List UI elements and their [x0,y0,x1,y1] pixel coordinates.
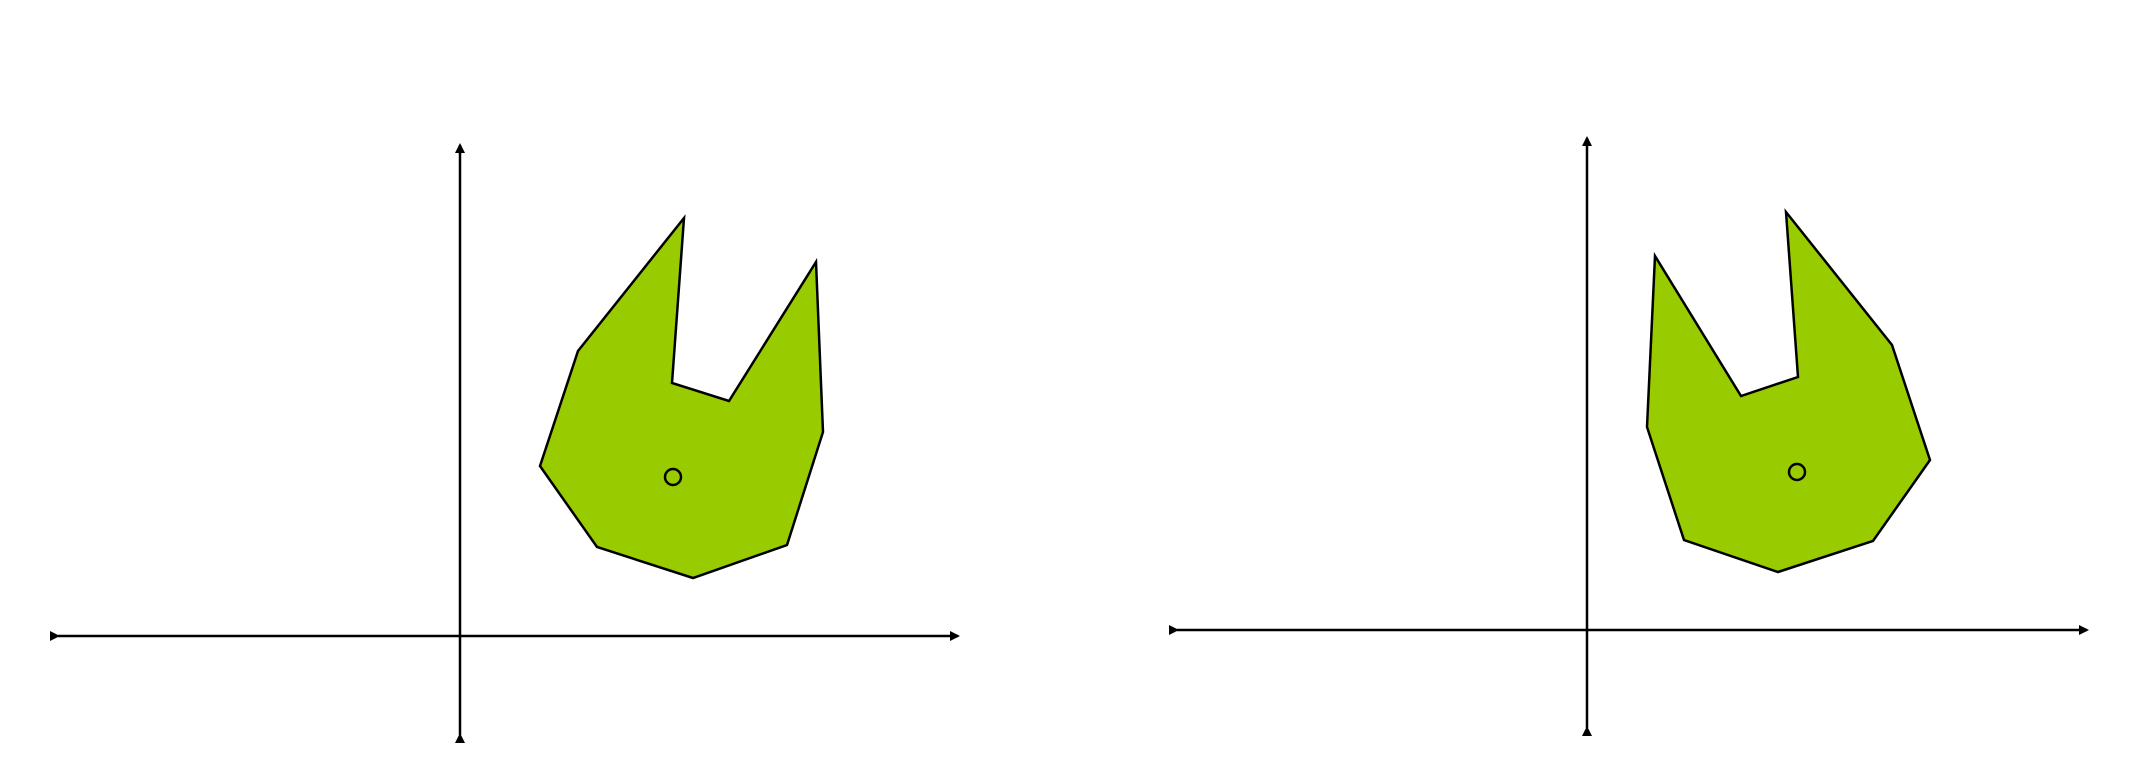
center-point-marker [663,467,683,487]
reflected-panel [1169,136,2089,736]
center-point-marker [1787,462,1807,482]
reflected-shape [1645,208,1932,574]
original-panel [50,143,960,743]
original-shape [538,214,825,580]
